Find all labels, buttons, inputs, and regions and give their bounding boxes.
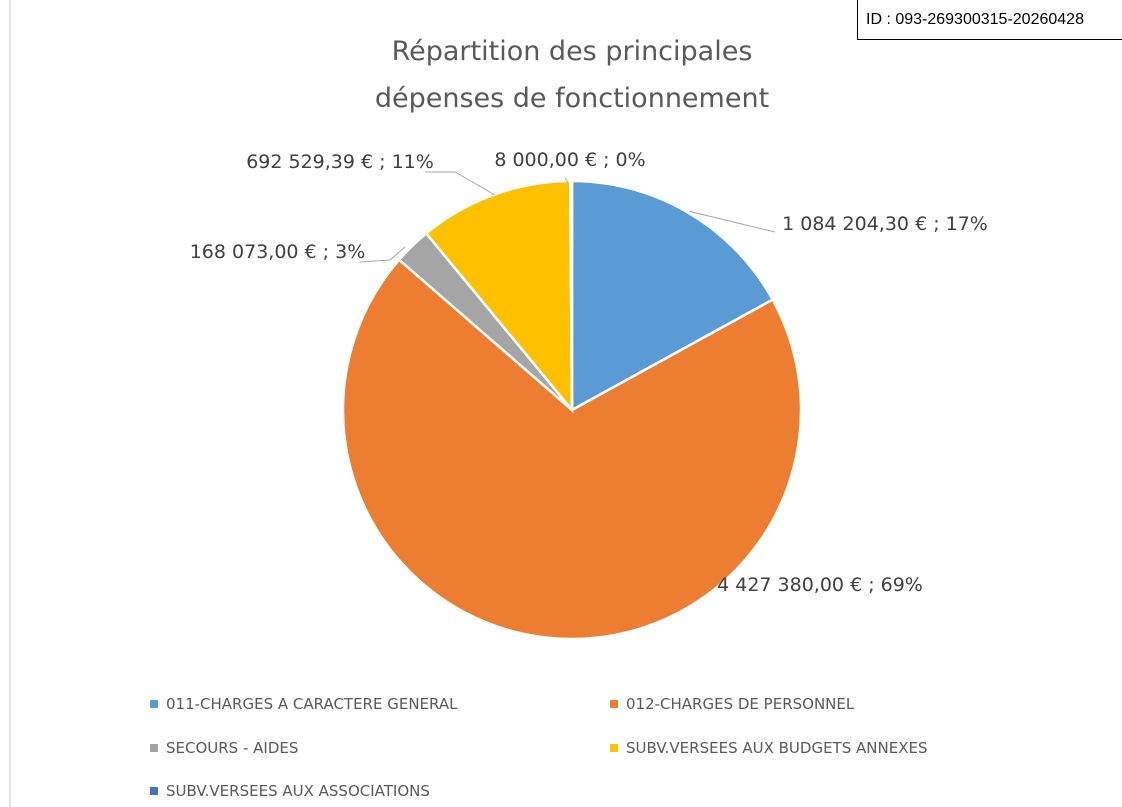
pie-slice <box>341 258 803 641</box>
pie-slice <box>424 179 574 414</box>
leader-line <box>564 177 569 184</box>
stamp: ID : 093-269300315-20260428 <box>857 0 1122 40</box>
legend-label: SUBV.VERSEES AUX ASSOCIATIONS <box>166 782 430 800</box>
data-label: 1 084 204,30 € ; 17% <box>782 213 988 235</box>
legend-swatch <box>150 787 158 795</box>
legend-swatch <box>150 744 158 752</box>
leader-line <box>425 171 496 196</box>
pie-slice <box>570 179 775 413</box>
legend-label: 011-CHARGES A CARACTERE GENERAL <box>166 695 458 713</box>
legend-swatch <box>150 700 158 708</box>
data-label: 168 073,00 € ; 3% <box>189 241 366 263</box>
legend-label: SECOURS - AIDES <box>166 739 299 757</box>
legend-entry: SUBV.VERSEES AUX BUDGETS ANNEXES <box>610 738 927 758</box>
data-label: 4 427 380,00 € ; 69% <box>717 574 923 596</box>
pie-slice <box>568 179 574 411</box>
legend-entry: SUBV.VERSEES AUX ASSOCIATIONS <box>150 781 430 801</box>
leader-line <box>689 210 776 233</box>
legend-entry: 012-CHARGES DE PERSONNEL <box>610 694 854 714</box>
legend-label: SUBV.VERSEES AUX BUDGETS ANNEXES <box>626 739 928 757</box>
legend-entry: SECOURS - AIDES <box>150 738 298 758</box>
data-label: 8 000,00 € ; 0% <box>494 149 646 171</box>
chart-title: Répartition des principales dépenses de … <box>374 36 770 114</box>
data-label: 692 529,39 € ; 11% <box>246 151 434 173</box>
leader-line <box>359 246 406 263</box>
legend-label: 012-CHARGES DE PERSONNEL <box>626 695 855 713</box>
legend-swatch <box>610 744 618 752</box>
legend-entry: 011-CHARGES A CARACTERE GENERAL <box>150 694 457 714</box>
legend-swatch <box>610 700 618 708</box>
